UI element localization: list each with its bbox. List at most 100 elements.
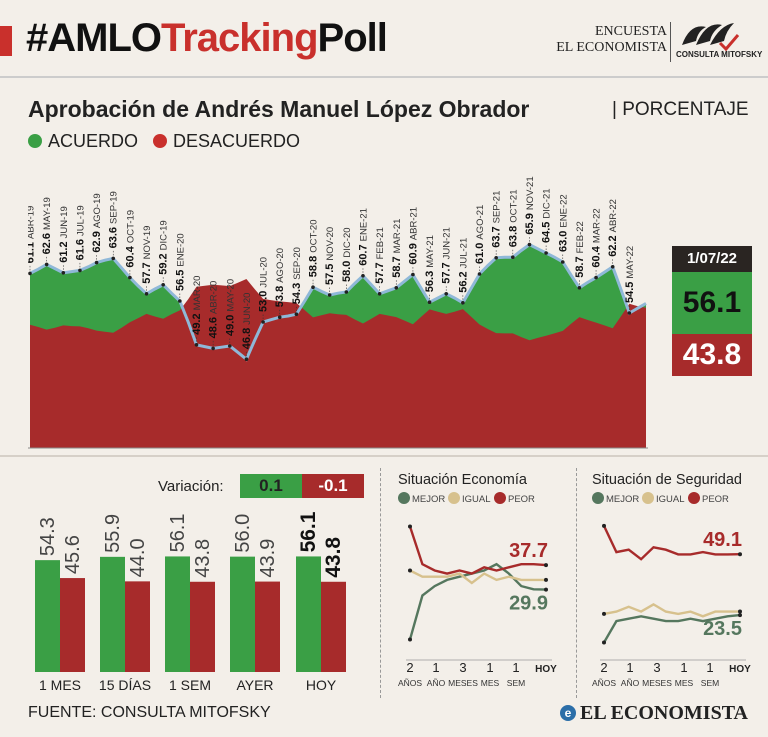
- bar-category-label: 15 DÍAS: [99, 677, 151, 693]
- point-label: 60.9 ABR-21: [407, 207, 419, 265]
- data-point: [494, 256, 498, 260]
- bar-acuerdo: [296, 556, 321, 672]
- point-value: 48.6: [208, 317, 220, 338]
- point-value: 58.7: [574, 256, 586, 277]
- tick-number: 2: [600, 660, 607, 675]
- point-date: MAR-21: [392, 219, 403, 254]
- tick-number: HOY: [729, 664, 751, 675]
- data-point: [178, 299, 182, 303]
- point-value: 59.2: [158, 253, 170, 274]
- data-point: [294, 312, 299, 316]
- bar-value-label: 56.1: [167, 513, 189, 552]
- point-date: SEP-20: [292, 247, 303, 280]
- data-point: [477, 272, 482, 276]
- small-chart-title: Situación Economía: [398, 472, 528, 488]
- point-label: 61.1 ABR-19: [28, 206, 37, 264]
- point-label: 57.7 JUN-21: [441, 227, 453, 284]
- point-date: JUL-21: [458, 238, 469, 269]
- data-point: [311, 285, 315, 289]
- variation-acuerdo: 0.1: [240, 474, 302, 498]
- bar-category-label: 1 MES: [39, 677, 81, 693]
- point-value: 60.4: [124, 245, 136, 267]
- chart-title: Aprobación de Andrés Manuel López Obrado…: [28, 96, 530, 122]
- legend-dot-icon: [494, 492, 506, 504]
- point-label: 57.5 NOV-20: [324, 227, 336, 285]
- variation-desacuerdo: -0.1: [302, 474, 364, 498]
- point-date: JUL-19: [75, 205, 86, 236]
- mitofsky-name: CONSULTA MITOFSKY: [676, 50, 763, 59]
- small-legend-label: MEJOR: [412, 494, 445, 505]
- hashtag-part-c: Poll: [317, 16, 388, 60]
- series-line-igual: [603, 603, 740, 618]
- chart-subtitle: | PORCENTAJE: [612, 99, 749, 120]
- tick-unit: MES: [675, 678, 694, 688]
- point-label: 58.8 OCT-20: [308, 220, 320, 278]
- divider-economy: [380, 468, 381, 698]
- bar-desacuerdo: [60, 578, 85, 672]
- legend-dot-icon: [398, 492, 410, 504]
- series-end-point: [738, 613, 742, 618]
- data-point: [544, 251, 548, 255]
- point-value: 46.8: [241, 328, 253, 349]
- point-label: 57.7 NOV-19: [141, 226, 153, 284]
- data-point: [144, 292, 149, 296]
- series-end-point: [544, 577, 548, 582]
- data-point: [344, 290, 349, 294]
- bar-desacuerdo: [255, 581, 280, 672]
- point-label: 59.2 DIC-19: [158, 220, 170, 275]
- series-end-point: [738, 609, 742, 614]
- data-point: [411, 272, 415, 277]
- point-value: 56.3: [424, 271, 436, 292]
- point-label: 63.0 ENE-22: [557, 194, 569, 252]
- bar-value-label: 55.9: [102, 514, 124, 553]
- tick-number: 1: [432, 660, 439, 675]
- point-label: 53.8 AGO-20: [274, 248, 286, 307]
- bar-acuerdo: [100, 556, 125, 672]
- data-point: [394, 286, 399, 290]
- bar-desacuerdo: [125, 581, 150, 672]
- point-date: SEP-19: [109, 191, 120, 224]
- point-value: 58.0: [341, 261, 353, 282]
- point-date: JUN-20: [242, 293, 253, 325]
- point-date: MAY-20: [225, 279, 236, 312]
- bar-value-label: 56.1: [297, 511, 320, 552]
- point-value: 58.8: [308, 256, 320, 277]
- bar-desacuerdo: [321, 581, 346, 672]
- tick-number: 1: [512, 660, 519, 675]
- point-label: 63.6 SEP-19: [108, 191, 120, 248]
- bar-value-label: 43.8: [192, 539, 214, 578]
- data-point: [244, 357, 249, 361]
- variation-label: Variación:: [158, 478, 224, 495]
- point-date: NOV-21: [525, 176, 536, 210]
- point-value: 49.0: [224, 315, 236, 336]
- latest-desacuerdo: 43.8: [672, 334, 752, 376]
- series-end-point: [544, 587, 548, 592]
- data-point: [261, 320, 265, 324]
- point-date: OCT-19: [125, 210, 136, 243]
- legend-dot-icon: [592, 492, 604, 504]
- point-label: 53.0 JUL-20: [258, 257, 270, 312]
- point-value: 58.7: [391, 256, 403, 277]
- mejor-value-label: 23.5: [703, 618, 742, 640]
- point-value: 60.4: [591, 245, 603, 267]
- acuerdo-dot-icon: [28, 134, 42, 148]
- accent-bar: [0, 26, 12, 56]
- point-label: 56.2 JUL-21: [457, 238, 469, 293]
- legend-desacuerdo: DESACUERDO: [173, 131, 301, 151]
- tick-number: 1: [680, 660, 687, 675]
- point-date: SEP-21: [492, 191, 503, 224]
- bar-category-label: HOY: [306, 677, 337, 693]
- brand-circle-icon: e: [560, 705, 576, 721]
- data-point: [627, 311, 632, 315]
- bar-value-label: 56.0: [232, 514, 254, 553]
- point-date: ABR-21: [408, 207, 419, 240]
- point-value: 60.9: [407, 243, 419, 264]
- legend-dot-icon: [642, 492, 654, 504]
- series-line-mejor: [602, 613, 741, 644]
- data-point: [560, 260, 565, 264]
- bar-value-label: 43.8: [322, 537, 345, 578]
- point-date: AGO-19: [92, 193, 103, 228]
- small-legend-label: IGUAL: [656, 494, 685, 505]
- point-date: ABR-20: [209, 281, 220, 314]
- data-point: [94, 260, 99, 265]
